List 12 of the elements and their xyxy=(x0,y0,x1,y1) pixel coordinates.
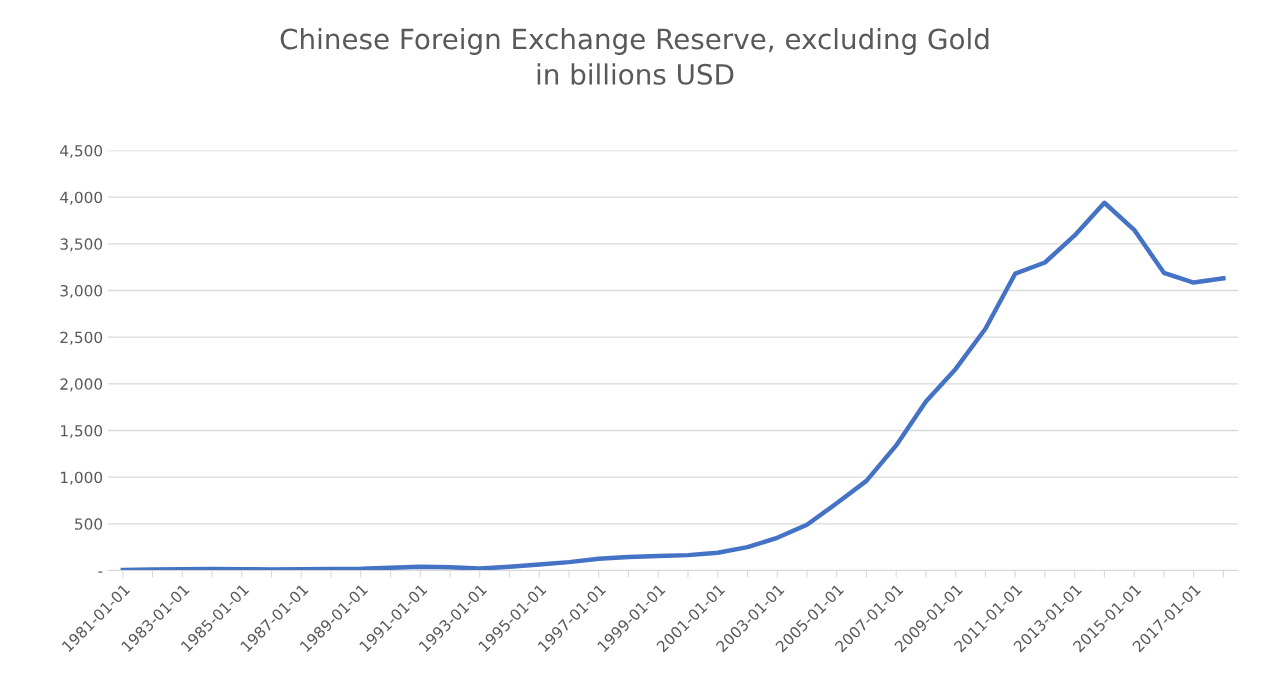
y-tick-label: 2,500 xyxy=(60,331,103,345)
line-series xyxy=(120,200,1226,571)
y-tick-label: 500 xyxy=(75,518,103,530)
y-tick-label: 4,500 xyxy=(60,144,103,159)
y-tick-label: 4,000 xyxy=(60,191,103,205)
y-tick-label: 1,500 xyxy=(61,424,103,439)
y-tick-label: - xyxy=(98,571,103,573)
y-tick-label: 1,000 xyxy=(61,471,103,485)
chart-title: Chinese Foreign Exchange Reserve, excluding Gold in billions USD xyxy=(280,28,989,85)
y-tick-label: 3,500 xyxy=(60,238,103,252)
y-tick-label: 2,000 xyxy=(60,378,103,392)
y-tick-label: 3,000 xyxy=(60,284,103,299)
